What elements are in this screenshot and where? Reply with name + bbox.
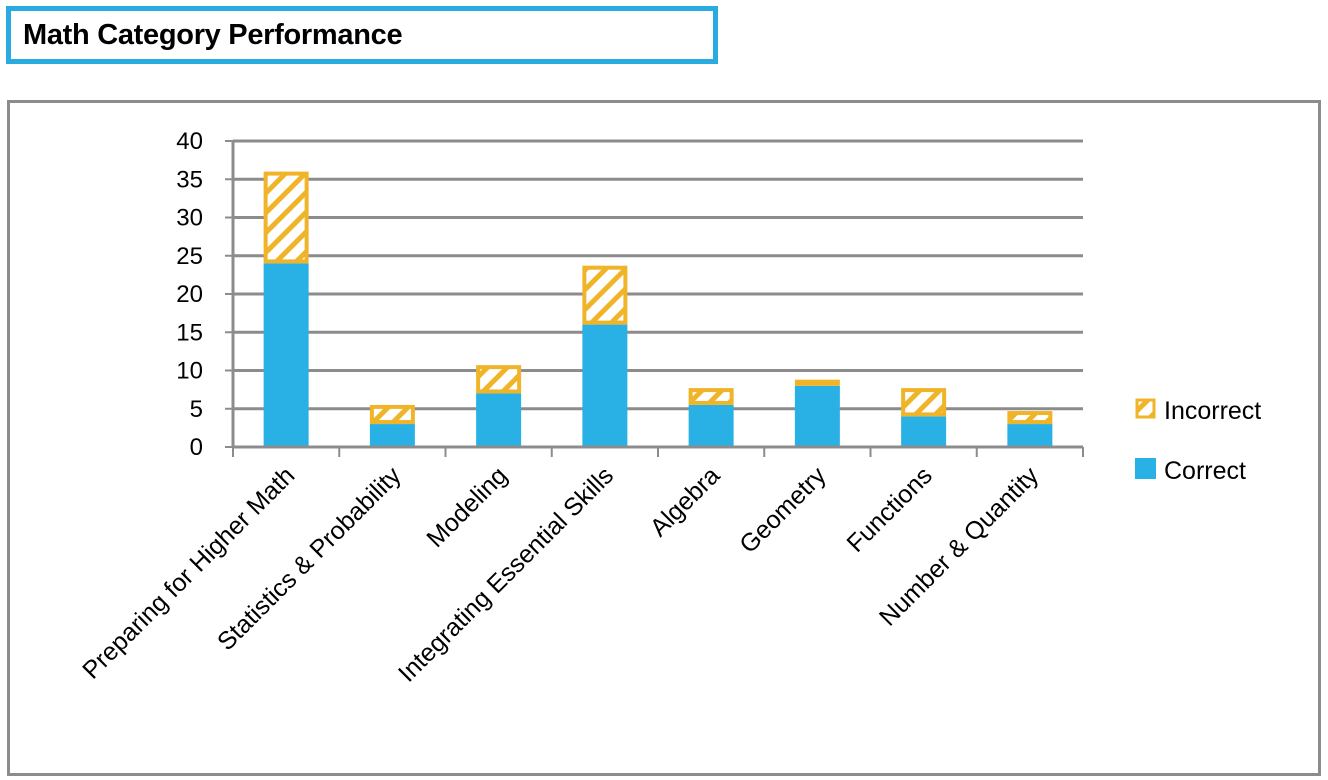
bar-incorrect [476, 365, 522, 394]
x-category-label: Algebra [645, 461, 726, 542]
bar-incorrect [1007, 411, 1053, 425]
legend-label-incorrect: Incorrect [1164, 397, 1261, 425]
x-category-label: Statistics & Probability [212, 461, 407, 656]
bar-incorrect [688, 388, 734, 405]
y-tick-label: 25 [176, 243, 203, 270]
chart-title: Math Category Performance [23, 19, 403, 51]
legend-label-correct: Correct [1164, 457, 1246, 485]
bar-incorrect [901, 388, 947, 417]
bar-correct [1007, 424, 1053, 447]
x-category-label: Functions [841, 461, 937, 557]
title-box: Math Category Performance [6, 6, 718, 64]
x-category-label: Modeling [421, 461, 513, 553]
bar-correct [688, 404, 734, 447]
bar-incorrect [582, 265, 628, 325]
y-tick-label: 30 [176, 205, 203, 232]
x-category-label: Preparing for Higher Math [77, 461, 300, 684]
y-tick-label: 20 [176, 281, 203, 308]
bar-incorrect [263, 171, 309, 264]
bar-correct [794, 385, 840, 447]
y-tick-label: 10 [176, 358, 203, 385]
y-tick-label: 0 [190, 434, 203, 461]
y-tick-label: 40 [176, 128, 203, 155]
y-tick-label: 35 [176, 166, 203, 193]
legend-swatch-correct [1135, 458, 1156, 479]
bar-correct [582, 324, 628, 447]
x-category-label: Geometry [734, 461, 832, 559]
bar-incorrect [794, 379, 840, 386]
bar-correct [369, 424, 415, 447]
chart-frame [7, 100, 1321, 776]
bar-correct [476, 393, 522, 447]
bar-correct [901, 416, 947, 447]
bar-incorrect [369, 404, 415, 425]
legend-swatch-incorrect [1135, 398, 1156, 419]
bar-correct [263, 263, 309, 447]
y-tick-label: 15 [176, 319, 203, 346]
y-tick-label: 5 [190, 396, 203, 423]
x-category-label: Integrating Essential Skills [393, 461, 619, 687]
